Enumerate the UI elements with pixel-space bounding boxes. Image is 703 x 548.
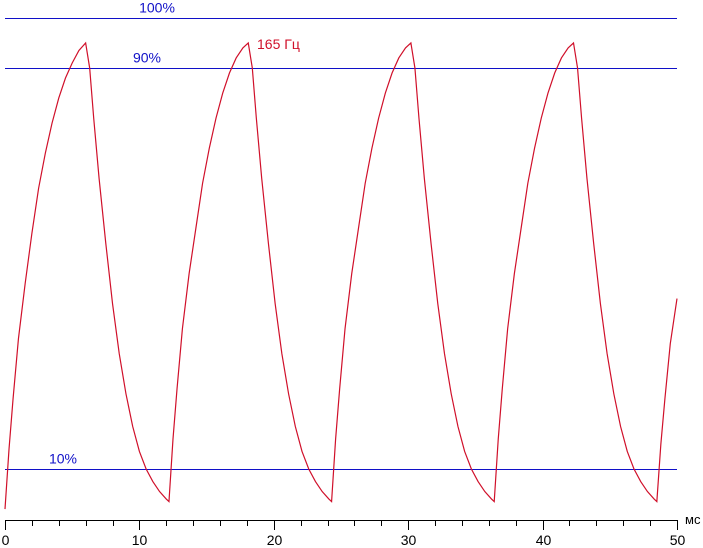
x-tick-label: 0 [2, 532, 10, 548]
reference-label-100pct: 100% [139, 0, 175, 16]
x-tick-label: 50 [670, 532, 686, 548]
series-line-0 [4, 41, 678, 510]
x-axis-unit-label: мс [685, 512, 701, 527]
x-tick-label: 10 [132, 532, 148, 548]
series-group: 165 Гц [4, 36, 678, 510]
reference-label-90pct: 90% [133, 50, 161, 66]
reference-lines: 100% 90% 10% [5, 0, 677, 470]
x-tick-label: 30 [401, 532, 417, 548]
x-tick-label: 40 [536, 532, 552, 548]
x-axis: мс 0 10 20 30 40 50 [2, 512, 701, 548]
x-tick-label: 20 [267, 532, 283, 548]
reference-label-10pct: 10% [49, 451, 77, 467]
series-label-0: 165 Гц [257, 36, 300, 52]
